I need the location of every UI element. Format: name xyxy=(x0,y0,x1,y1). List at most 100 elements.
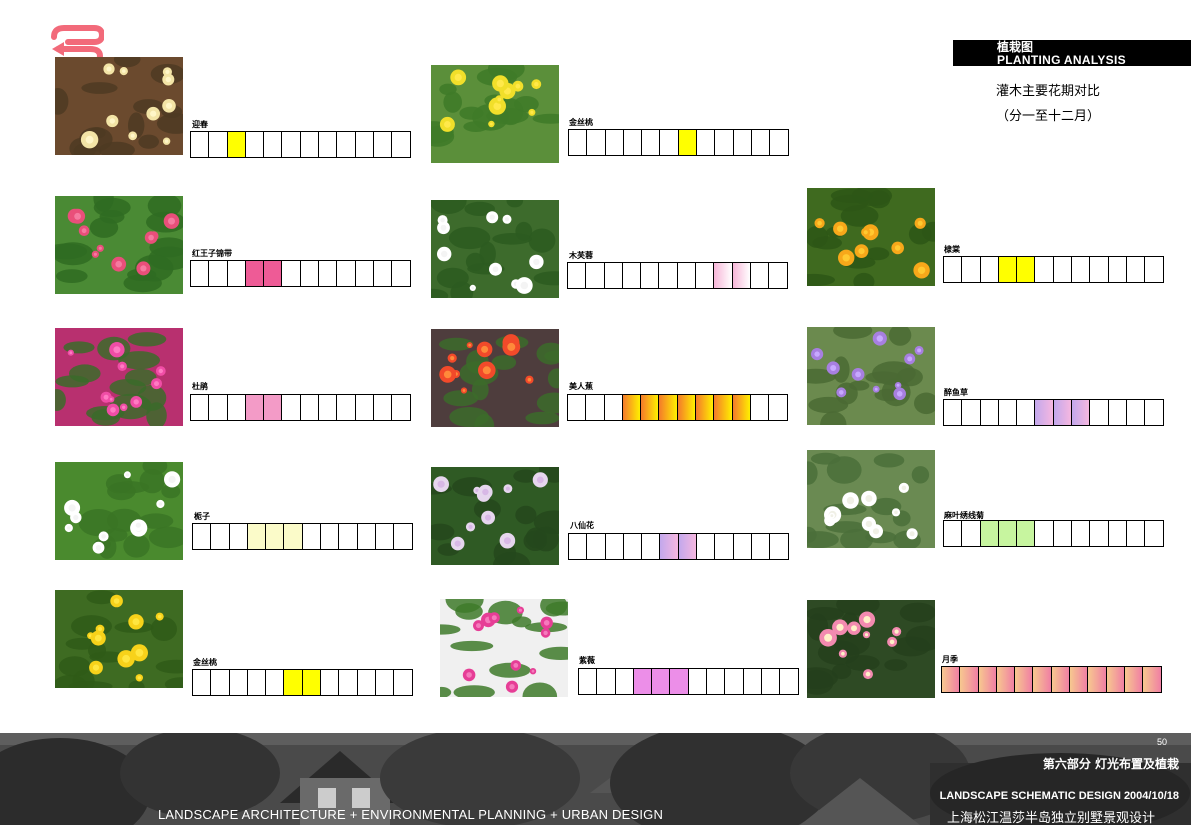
month-cell-11 xyxy=(373,260,393,287)
month-cell-7 xyxy=(677,394,697,421)
month-cell-8 xyxy=(319,394,338,421)
month-cell-4 xyxy=(623,533,643,560)
footer-disciplines: LANDSCAPE ARCHITECTURE + ENVIRONMENTAL P… xyxy=(158,807,664,822)
month-cell-3 xyxy=(978,666,997,693)
month-cell-9 xyxy=(714,262,733,289)
month-cell-10 xyxy=(1108,520,1127,547)
month-cell-11 xyxy=(1126,256,1146,283)
month-cell-11 xyxy=(751,533,771,560)
month-cell-3 xyxy=(227,260,246,287)
month-cell-5 xyxy=(641,262,660,289)
month-cell-4 xyxy=(998,256,1018,283)
plant-name-label: 麻叶绣线菊 xyxy=(944,511,984,520)
month-cell-8 xyxy=(696,262,715,289)
white-flower-photo xyxy=(431,200,559,298)
month-cell-12 xyxy=(1145,520,1164,547)
month-cell-8 xyxy=(1070,666,1089,693)
month-cell-6 xyxy=(282,394,301,421)
month-cell-1 xyxy=(191,131,210,158)
month-cell-2 xyxy=(586,262,605,289)
month-cell-11 xyxy=(375,523,395,550)
pink-crape-myrtle-photo xyxy=(440,599,568,697)
month-cell-1 xyxy=(579,668,598,695)
month-cell-8 xyxy=(321,669,340,696)
month-cell-10 xyxy=(1108,256,1127,283)
canna-photo xyxy=(431,329,559,427)
month-cell-7 xyxy=(688,668,708,695)
magenta-azalea-photo xyxy=(55,328,183,426)
page-number: 50 xyxy=(1156,737,1167,747)
month-cell-6 xyxy=(659,262,678,289)
month-cell-9 xyxy=(714,394,733,421)
month-cell-2 xyxy=(587,533,606,560)
month-cell-12 xyxy=(392,131,411,158)
plant-name-label: 八仙花 xyxy=(570,521,594,530)
month-cell-11 xyxy=(373,131,393,158)
month-cell-5 xyxy=(264,131,283,158)
month-cell-9 xyxy=(715,129,734,156)
month-cell-7 xyxy=(300,394,320,421)
month-cell-11 xyxy=(750,262,770,289)
month-cell-3 xyxy=(604,262,623,289)
month-cell-6 xyxy=(659,394,678,421)
footer-project-name: 上海松江温莎半岛独立别墅景观设计 xyxy=(946,811,1155,825)
flowering-month-grid xyxy=(578,668,799,695)
month-cell-4 xyxy=(633,668,653,695)
month-cell-1 xyxy=(944,256,963,283)
month-cell-1 xyxy=(568,262,587,289)
chart-subtitle-months: （分一至十二月） xyxy=(996,109,1101,124)
month-cell-5 xyxy=(266,523,285,550)
month-cell-3 xyxy=(227,131,246,158)
flowering-month-grid xyxy=(192,669,413,696)
month-cell-2 xyxy=(597,668,616,695)
month-cell-10 xyxy=(732,394,751,421)
month-cell-4 xyxy=(245,131,265,158)
month-cell-10 xyxy=(355,394,374,421)
month-cell-9 xyxy=(337,394,356,421)
month-cell-12 xyxy=(770,533,789,560)
month-cell-11 xyxy=(761,668,781,695)
month-cell-6 xyxy=(660,533,679,560)
month-cell-2 xyxy=(209,131,228,158)
month-cell-7 xyxy=(1053,399,1073,426)
yellow-hypericum-photo xyxy=(55,590,183,688)
month-cell-6 xyxy=(1033,666,1052,693)
month-cell-10 xyxy=(357,523,376,550)
month-cell-7 xyxy=(677,262,697,289)
flowering-month-grid xyxy=(943,520,1164,547)
month-cell-2 xyxy=(960,666,979,693)
month-cell-2 xyxy=(209,260,228,287)
chart-subtitle: 灌木主要花期对比 xyxy=(996,84,1101,99)
month-cell-10 xyxy=(733,129,752,156)
month-cell-12 xyxy=(769,394,788,421)
footer-banner: 50 第六部分 灯光布置及植栽 LANDSCAPE SCHEMATIC DESI… xyxy=(0,733,1191,825)
month-cell-5 xyxy=(642,129,661,156)
month-cell-7 xyxy=(678,129,698,156)
plant-name-label: 金丝桃 xyxy=(569,118,593,127)
flowering-month-grid xyxy=(190,394,411,421)
month-cell-11 xyxy=(1126,399,1146,426)
flowering-month-grid xyxy=(190,260,411,287)
month-cell-9 xyxy=(339,669,358,696)
month-cell-12 xyxy=(394,669,413,696)
month-cell-5 xyxy=(642,533,661,560)
month-cell-2 xyxy=(587,129,606,156)
section-header-bar: 植栽图 PLANTING ANALYSIS xyxy=(953,40,1191,67)
plant-name-label: 金丝桃 xyxy=(193,658,217,667)
month-cell-4 xyxy=(623,129,643,156)
month-cell-3 xyxy=(604,394,623,421)
month-cell-3 xyxy=(615,668,634,695)
month-cell-4 xyxy=(622,394,642,421)
month-cell-8 xyxy=(321,523,340,550)
month-cell-11 xyxy=(751,129,771,156)
month-cell-4 xyxy=(996,666,1016,693)
yellow-double-flower-photo xyxy=(807,188,935,286)
month-cell-4 xyxy=(245,394,265,421)
month-cell-8 xyxy=(319,260,338,287)
hydrangea-photo xyxy=(431,467,559,565)
month-cell-2 xyxy=(211,523,230,550)
month-cell-8 xyxy=(707,668,726,695)
month-cell-3 xyxy=(980,520,999,547)
month-cell-2 xyxy=(962,256,981,283)
month-cell-1 xyxy=(568,394,587,421)
